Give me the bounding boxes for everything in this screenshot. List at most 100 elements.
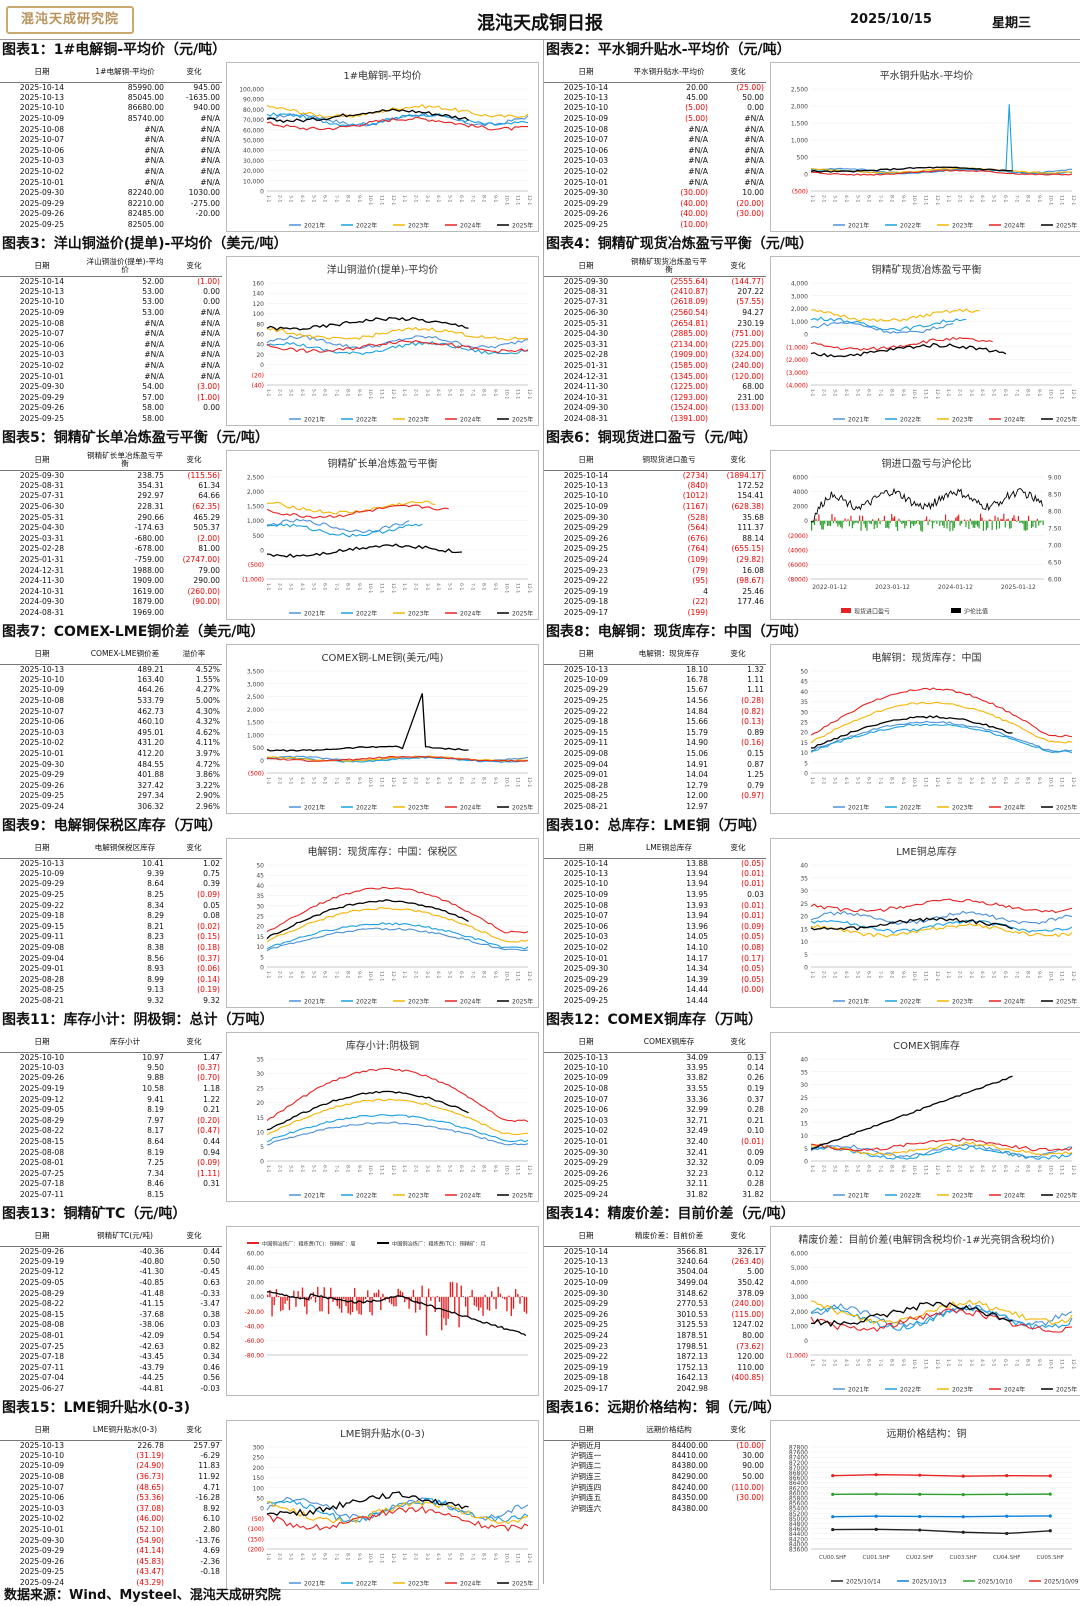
change-cell: (0.17): [741, 953, 764, 963]
bar: [1025, 520, 1027, 531]
value-cell: (564): [687, 523, 708, 533]
value-cell: (48.65): [136, 1482, 164, 1492]
date-cell: 2025-10-10: [563, 1267, 609, 1277]
date-cell: 2025-10-13: [19, 92, 65, 102]
panel-p16: 图表16：远期价格结构：铜（元/吨） 日期 远期价格结构 变化 沪铜近月 84400.00…: [544, 1398, 1080, 1592]
y-tick-label: 35: [256, 1057, 264, 1064]
change-cell: (0.05): [741, 974, 764, 984]
value-cell: (30.00): [680, 188, 708, 198]
value-cell: 2770.53: [676, 1299, 708, 1309]
date-cell: 2025-10-08: [563, 124, 609, 134]
x-tick-label: 2-1: [276, 389, 282, 396]
y-tick-label: 200: [253, 1465, 265, 1472]
date-cell: 2025-07-04: [19, 1373, 65, 1383]
change-cell: 120.00: [737, 1352, 764, 1362]
change-cell: 0.89: [747, 727, 764, 737]
value-cell: 1909.00: [132, 576, 164, 586]
table-row: 2025-10-08 #N/A #N/A: [0, 124, 222, 135]
column-header: 变化: [710, 644, 766, 665]
x-tick-label: 6-1: [458, 583, 464, 590]
x-tick-label: 7-1: [469, 1165, 475, 1172]
table-row: 2025-10-14 (2734) (1894.17): [544, 470, 766, 481]
column-header: 平水铜升贴水-平均价: [628, 62, 710, 83]
column-header: 变化: [710, 1420, 766, 1441]
x-tick-label: 10-1: [503, 971, 509, 981]
table-header-row: 日期 库存小计 变化: [0, 1032, 222, 1053]
bar: [956, 516, 958, 522]
table-row: 2025-08-01 -42.09 0.54: [0, 1331, 222, 1342]
table-row: 2025-09-29 401.88 3.86%: [0, 770, 222, 781]
table-row: 2025-10-14 13.88 (0.05): [544, 858, 766, 869]
bar: [408, 1296, 410, 1309]
value-cell: -37.68: [139, 1309, 164, 1319]
value-cell: #N/A: [688, 145, 708, 155]
x-tick-label: 2-1: [820, 777, 826, 784]
y-tick-label: 84600: [789, 1526, 808, 1533]
bar: [412, 1289, 415, 1298]
date-cell: 2025-07-18: [19, 1179, 65, 1189]
bar: [469, 1295, 471, 1298]
date-cell: 2025-10-09: [19, 1461, 65, 1471]
x-tick-label: 11-1: [515, 1553, 521, 1563]
bar: [1019, 520, 1021, 524]
y-tick-label: 0: [804, 771, 808, 778]
x-tick-label: 7-1: [877, 195, 883, 202]
date-cell: 2025-09-17: [563, 1384, 609, 1394]
date-cell: 2025-09-22: [563, 576, 609, 586]
x-tick-label: 11-1: [515, 195, 521, 205]
value-cell: 3148.62: [676, 1288, 708, 1298]
bar: [815, 518, 817, 522]
column-header: 日期: [0, 62, 84, 83]
bar: [853, 520, 855, 525]
value-cell: 9.39: [147, 868, 164, 878]
column-header: 远期价格结构: [628, 1420, 710, 1441]
table-row: 2025-10-01 32.40 (0.01): [544, 1137, 766, 1148]
x-tick-label: 4-1: [843, 389, 849, 396]
bar: [395, 1296, 397, 1307]
data-point: [874, 1527, 878, 1531]
change-cell: -0.18: [200, 1567, 220, 1577]
bar: [1000, 518, 1002, 522]
bar: [965, 520, 967, 528]
value-cell: 462.73: [137, 706, 164, 716]
table-row: 2025-10-01 14.17 (0.17): [544, 953, 766, 964]
bar: [819, 520, 821, 526]
date-cell: 2025-09-12: [19, 1094, 65, 1104]
bar: [382, 1293, 384, 1298]
series-line: [832, 1528, 1051, 1535]
y-tick-label: 1,000: [247, 518, 264, 525]
bar: [920, 520, 922, 531]
bar: [873, 520, 875, 530]
bar: [277, 1296, 280, 1298]
y-tick-label: 100: [253, 1485, 265, 1492]
x-tick-label: 8-1: [481, 777, 487, 784]
x-tick-label: 2025-01-12: [1001, 584, 1036, 591]
table-row: 2025-05-31 (2654.81) 230.19: [544, 318, 766, 329]
value-cell: (95): [692, 576, 708, 586]
date-cell: 2025-09-25: [563, 996, 609, 1006]
change-cell: 350.42: [737, 1278, 764, 1288]
table-row: 2025-10-09 (1167) (628.38): [544, 502, 766, 513]
bar: [1035, 520, 1037, 529]
data-point: [874, 1492, 878, 1496]
bar: [854, 520, 856, 523]
panel-p1: 图表1：1#电解铜-平均价（元/吨） 日期 1#电解铜-平均价 变化 2025-10-1…: [0, 40, 543, 234]
value-cell: (79): [692, 565, 708, 575]
value-cell: 9.50: [147, 1062, 164, 1072]
legend-label: 2023年: [408, 222, 429, 230]
date-cell: 2025-09-26: [19, 403, 65, 413]
bar: [323, 1287, 325, 1298]
chart-area: -80.00 -60.00 -40.00 -20.00 0.00 20.00 40.00 60…: [226, 1226, 539, 1396]
legend-label: 2021年: [848, 1386, 869, 1394]
date-cell: 2025-05-31: [563, 318, 609, 328]
data-point: [874, 1514, 878, 1518]
date-cell: 2025-09-25: [19, 220, 65, 230]
y-tick-label: 30: [800, 888, 808, 895]
x-tick-label: 10-1: [367, 1553, 373, 1563]
x-tick-label: 8-1: [344, 195, 350, 202]
table-row: 2025-08-25 9.13 (0.19): [0, 985, 222, 996]
date-cell: 2025-10-01: [19, 371, 65, 381]
x-tick-label: 11-1: [515, 389, 521, 399]
table-row: 2025-09-25 (764) (655.15): [544, 544, 766, 555]
series-line: [810, 166, 1013, 173]
